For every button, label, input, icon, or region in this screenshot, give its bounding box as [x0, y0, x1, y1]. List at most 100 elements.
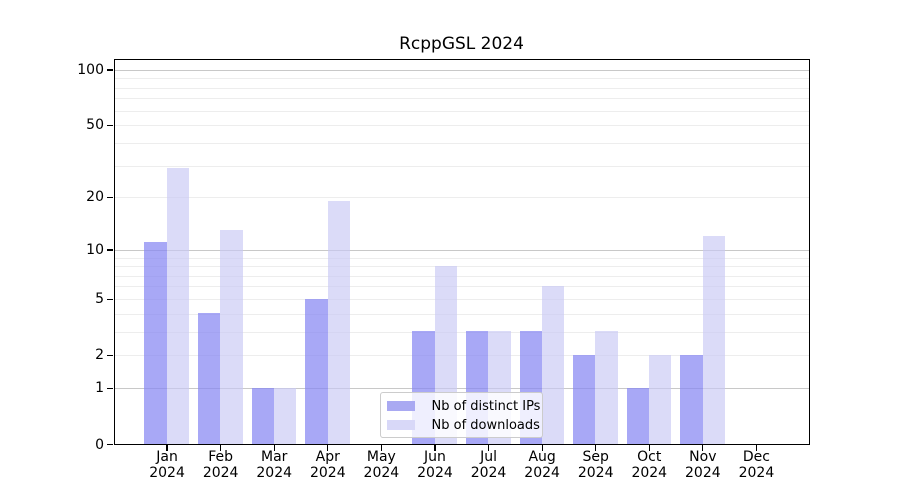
gridline-minor: [114, 331, 809, 333]
x-tick-mark: [220, 445, 222, 451]
x-tick-label: Jul 2024: [461, 449, 517, 481]
x-tick-mark: [327, 445, 329, 451]
legend-swatch-icon: [386, 400, 415, 412]
chart-title: RcppGSL 2024: [399, 34, 524, 54]
month-label: Sep: [582, 449, 609, 465]
x-tick-label: May 2024: [353, 449, 409, 481]
x-tick-label: Oct 2024: [621, 449, 677, 481]
bar-downloads: [327, 200, 350, 444]
year-label: 2024: [738, 464, 775, 481]
gridline-major: [114, 249, 809, 251]
bar-distinct-ips: [305, 298, 328, 444]
gridline-minor: [114, 257, 809, 259]
month-label: Jan: [156, 449, 178, 465]
bar-distinct-ips: [680, 354, 703, 444]
bar-distinct-ips: [626, 387, 650, 444]
y-tick-mark: [107, 249, 113, 251]
y-tick-label: 20: [86, 189, 104, 206]
bar-downloads: [166, 167, 190, 444]
legend-entry: Nb of distinct IPs: [386, 397, 540, 416]
year-label: 2024: [149, 464, 185, 481]
year-label: 2024: [470, 464, 507, 481]
gridline-minor: [114, 266, 809, 268]
bar-downloads: [595, 331, 618, 444]
year-label: 2024: [631, 464, 668, 481]
year-label: 2024: [417, 464, 453, 481]
gridline-minor: [114, 275, 809, 277]
x-tick-mark: [595, 445, 597, 451]
plot-area: [113, 59, 810, 445]
year-label: 2024: [309, 464, 346, 481]
bar-downloads: [702, 235, 726, 444]
legend-label: Nb of distinct IPs: [431, 398, 541, 414]
gridline-minor: [114, 165, 809, 167]
y-tick-mark: [107, 298, 113, 300]
y-tick-mark: [107, 124, 113, 127]
gridline-minor: [114, 87, 809, 89]
x-tick-mark: [380, 445, 382, 451]
y-tick-label: 1: [95, 380, 104, 397]
gridline-minor: [114, 313, 809, 315]
year-label: 2024: [577, 464, 614, 481]
y-tick-mark: [107, 354, 113, 357]
x-tick-label: Aug 2024: [514, 449, 570, 481]
bar-distinct-ips: [251, 387, 275, 444]
gridline-minor: [114, 299, 809, 300]
legend-entry: Nb of downloads: [386, 416, 540, 435]
bar-distinct-ips: [144, 242, 167, 444]
gridline-minor: [114, 98, 809, 100]
x-tick-label: Apr 2024: [300, 449, 356, 481]
x-tick-mark: [487, 445, 490, 451]
x-tick-label: Mar 2024: [246, 449, 302, 481]
x-tick-mark: [166, 445, 168, 451]
bar-distinct-ips: [573, 354, 596, 444]
x-tick-mark: [648, 445, 650, 451]
year-label: 2024: [524, 464, 560, 481]
month-label: May: [366, 449, 396, 465]
y-tick-label: 2: [95, 347, 104, 364]
gridline-minor: [114, 110, 809, 112]
year-label: 2024: [202, 464, 239, 481]
month-label: Mar: [261, 449, 288, 465]
month-label: Jul: [480, 449, 497, 465]
x-tick-mark: [755, 445, 757, 451]
y-tick-label: 100: [77, 61, 104, 78]
month-label: Jun: [424, 449, 446, 465]
bar-downloads: [220, 229, 243, 444]
legend: Nb of distinct IPs Nb of downloads: [379, 391, 543, 438]
y-tick-mark: [107, 196, 113, 199]
x-tick-mark: [273, 445, 275, 451]
gridline-minor: [114, 142, 809, 144]
gridline-minor: [114, 78, 809, 80]
month-label: Nov: [689, 449, 717, 465]
bar-downloads: [274, 387, 297, 444]
month-label: Feb: [208, 449, 234, 465]
month-label: Dec: [742, 449, 770, 465]
y-tick-mark: [107, 387, 113, 389]
x-tick-label: Feb 2024: [193, 449, 249, 481]
y-tick-label: 5: [95, 291, 104, 308]
bar-downloads: [541, 286, 565, 444]
gridline-major: [114, 388, 809, 390]
y-tick-mark: [107, 69, 113, 71]
gridline-minor: [114, 355, 809, 357]
legend-label: Nb of downloads: [431, 417, 540, 433]
bar-distinct-ips: [198, 313, 221, 444]
x-tick-label: Sep 2024: [568, 449, 624, 481]
legend-swatch-icon: [386, 419, 415, 431]
bar-downloads: [649, 354, 672, 444]
x-tick-mark: [541, 445, 543, 451]
gridline-minor: [114, 197, 809, 199]
year-label: 2024: [256, 464, 293, 481]
year-label: 2024: [363, 464, 400, 481]
gridline-minor: [114, 125, 809, 127]
x-tick-label: Jun 2024: [407, 449, 463, 481]
x-tick-mark: [434, 445, 436, 451]
x-tick-mark: [702, 445, 704, 451]
y-tick-mark: [107, 444, 113, 446]
gridline-minor: [114, 286, 809, 288]
x-tick-label: Nov 2024: [675, 449, 731, 481]
y-tick-label: 0: [95, 436, 104, 453]
x-tick-label: Jan 2024: [139, 449, 195, 481]
